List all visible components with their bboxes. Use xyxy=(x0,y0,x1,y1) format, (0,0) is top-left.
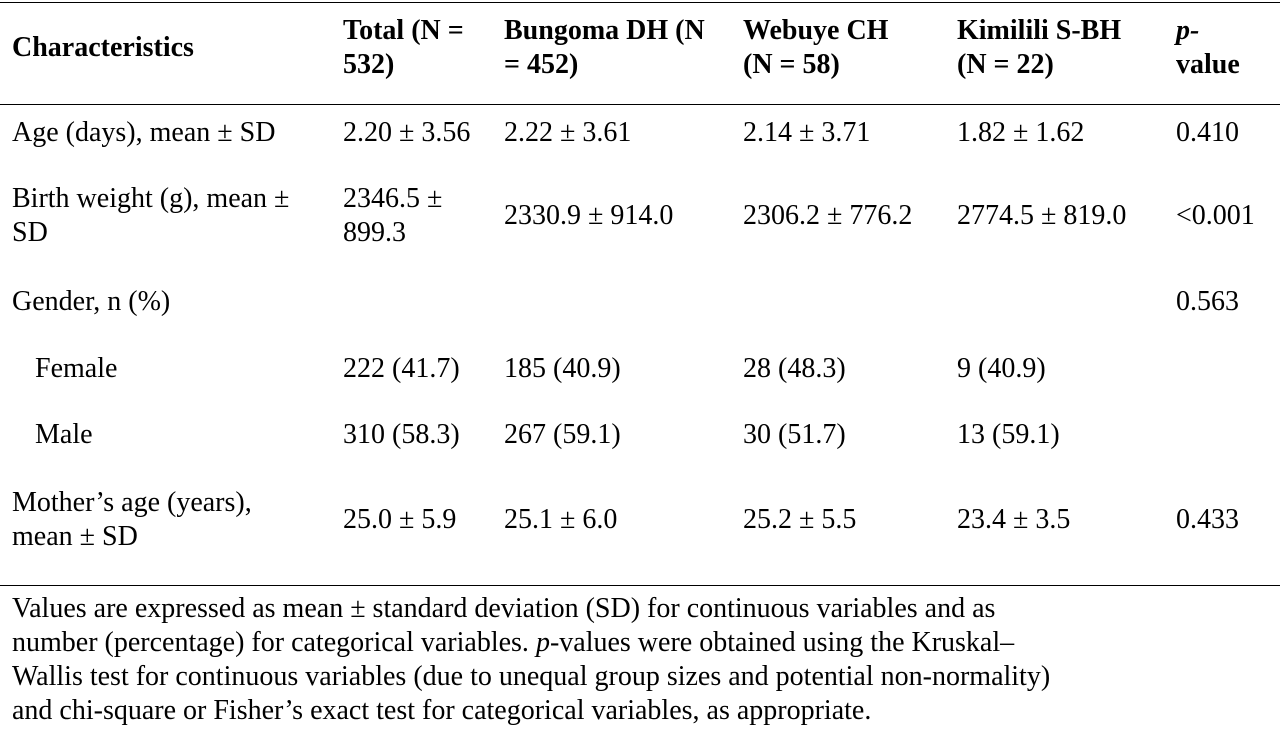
row-birthweight-label-line2: SD xyxy=(12,217,48,248)
footnote-line3: Wallis test for continuous variables (du… xyxy=(12,661,1051,692)
header-characteristics: Characteristics xyxy=(12,31,194,65)
footnote-line4: and chi-square or Fisher’s exact test fo… xyxy=(12,695,872,726)
table-header-rule xyxy=(0,104,1280,105)
row-age-pvalue: 0.410 xyxy=(1176,117,1239,148)
row-birthweight-pvalue: <0.001 xyxy=(1176,200,1255,231)
table-top-rule xyxy=(0,2,1280,3)
row-mothersage-label-line1: Mother’s age (years), xyxy=(12,487,252,518)
row-mothersage-webuye: 25.2 ± 5.5 xyxy=(743,504,857,535)
row-mothersage-total: 25.0 ± 5.9 xyxy=(343,504,457,535)
row-birthweight-label: Birth weight (g), mean ± SD xyxy=(12,182,289,250)
row-birthweight-webuye: 2306.2 ± 776.2 xyxy=(743,200,913,231)
header-bungoma-line1: Bungoma DH (N xyxy=(504,15,705,46)
row-female-kimilili: 9 (40.9) xyxy=(957,353,1046,384)
row-female-bungoma: 185 (40.9) xyxy=(504,353,621,384)
header-total-line1: Total (N = xyxy=(343,15,464,46)
row-male-total: 310 (58.3) xyxy=(343,419,460,450)
row-birthweight-total: 2346.5 ± 899.3 xyxy=(343,182,442,250)
row-mothersage-label: Mother’s age (years), mean ± SD xyxy=(12,486,252,554)
footnote-line2-post: -values were obtained using the Kruskal– xyxy=(549,627,1015,658)
footnote-line2-pre: number (percentage) for categorical vari… xyxy=(12,627,536,658)
row-female-webuye: 28 (48.3) xyxy=(743,353,846,384)
row-birthweight-bungoma: 2330.9 ± 914.0 xyxy=(504,200,674,231)
table-bottom-rule xyxy=(0,585,1280,586)
header-total: Total (N = 532) xyxy=(343,14,464,82)
header-pvalue-line1: p- xyxy=(1176,15,1200,46)
row-mothersage-kimilili: 23.4 ± 3.5 xyxy=(957,504,1071,535)
row-birthweight-total-line1: 2346.5 ± xyxy=(343,183,443,214)
header-webuye-line1: Webuye CH xyxy=(743,15,889,46)
header-pvalue: p- value xyxy=(1176,14,1240,82)
row-gender-pvalue: 0.563 xyxy=(1176,286,1239,317)
row-age-bungoma: 2.22 ± 3.61 xyxy=(504,117,632,148)
row-age-total: 2.20 ± 3.56 xyxy=(343,117,471,148)
header-characteristics-label: Characteristics xyxy=(12,32,194,63)
header-bungoma: Bungoma DH (N = 452) xyxy=(504,14,705,82)
row-male-webuye: 30 (51.7) xyxy=(743,419,846,450)
row-gender-label: Gender, n (%) xyxy=(12,286,171,317)
footnote-line1: Values are expressed as mean ± standard … xyxy=(12,593,996,624)
footnote-line2-italic: p xyxy=(535,627,550,658)
row-age-webuye: 2.14 ± 3.71 xyxy=(743,117,871,148)
row-age-label-text: Age (days), mean ± SD xyxy=(12,117,276,148)
header-kimilili: Kimilili S-BH (N = 22) xyxy=(957,14,1121,82)
row-age-label: Age (days), mean ± SD xyxy=(12,116,275,150)
table-footnote: Values are expressed as mean ± standard … xyxy=(12,592,1272,728)
header-pvalue-line2: value xyxy=(1176,49,1240,80)
row-birthweight-kimilili: 2774.5 ± 819.0 xyxy=(957,200,1127,231)
footnote-line2: number (percentage) for categorical vari… xyxy=(12,626,1272,660)
header-kimilili-line1: Kimilili S-BH xyxy=(957,15,1122,46)
row-birthweight-label-line1: Birth weight (g), mean ± xyxy=(12,183,290,214)
row-female-label: Female xyxy=(35,353,118,384)
header-bungoma-line2: = 452) xyxy=(504,49,579,80)
header-webuye-line2: (N = 58) xyxy=(743,49,840,80)
header-total-line2: 532) xyxy=(343,49,395,80)
row-birthweight-total-line2: 899.3 xyxy=(343,217,406,248)
row-age-kimilili: 1.82 ± 1.62 xyxy=(957,117,1085,148)
row-mothersage-pvalue: 0.433 xyxy=(1176,504,1239,535)
row-male-bungoma: 267 (59.1) xyxy=(504,419,621,450)
row-female-total: 222 (41.7) xyxy=(343,353,460,384)
row-male-kimilili: 13 (59.1) xyxy=(957,419,1060,450)
row-mothersage-label-line2: mean ± SD xyxy=(12,521,138,552)
row-mothersage-bungoma: 25.1 ± 6.0 xyxy=(504,504,618,535)
header-webuye: Webuye CH (N = 58) xyxy=(743,14,888,82)
header-kimilili-line2: (N = 22) xyxy=(957,49,1054,80)
row-male-label: Male xyxy=(35,419,93,450)
